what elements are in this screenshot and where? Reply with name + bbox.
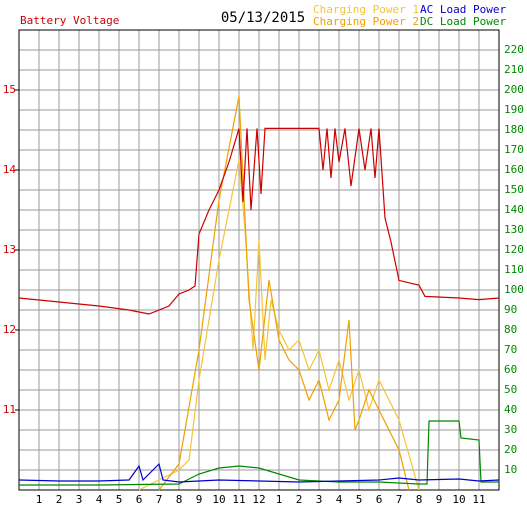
y2-tick-label: 80: [504, 323, 517, 336]
series-line: [18, 127, 500, 315]
y2-tick-label: 70: [504, 343, 517, 356]
x-tick-label: 4: [336, 493, 343, 506]
y2-tick-label: 150: [504, 183, 524, 196]
x-tick-label: 1: [36, 493, 43, 506]
y2-tick-label: 30: [504, 423, 517, 436]
legend-entry: Charging Power 1: [313, 3, 419, 16]
x-tick-label: 8: [416, 493, 423, 506]
x-tick-label: 10: [452, 493, 465, 506]
x-tick-label: 5: [116, 493, 123, 506]
series-line: [138, 159, 420, 491]
y2-tick-label: 90: [504, 303, 517, 316]
x-tick-label: 3: [316, 493, 323, 506]
legend-entry: Charging Power 2: [313, 15, 419, 28]
x-tick-label: 5: [356, 493, 363, 506]
y-tick-label: 12: [3, 323, 16, 336]
x-tick-label: 6: [376, 493, 383, 506]
plot-frame: [18, 29, 500, 491]
y2-tick-label: 100: [504, 283, 524, 296]
y-tick-label: 11: [3, 403, 16, 416]
y2-tick-label: 10: [504, 463, 517, 476]
chart-title: Battery Voltage: [20, 14, 119, 27]
y-tick-label: 15: [3, 83, 16, 96]
x-tick-label: 9: [436, 493, 443, 506]
y2-tick-label: 220: [504, 43, 524, 56]
series-line: [18, 462, 500, 483]
chart-date: 05/13/2015: [221, 10, 305, 26]
series-line: [19, 420, 499, 486]
y2-tick-label: 60: [504, 363, 517, 376]
y2-tick-label: 120: [504, 243, 524, 256]
x-tick-label: 12: [252, 493, 265, 506]
x-tick-label: 6: [136, 493, 143, 506]
x-tick-label: 7: [156, 493, 163, 506]
x-tick-label: 3: [76, 493, 83, 506]
y2-tick-label: 180: [504, 123, 524, 136]
y2-tick-label: 110: [504, 263, 524, 276]
y2-tick-label: 200: [504, 83, 524, 96]
y2-tick-label: 210: [504, 63, 524, 76]
y2-tick-label: 50: [504, 383, 517, 396]
x-tick-label: 1: [276, 493, 283, 506]
y2-tick-label: 130: [504, 223, 524, 236]
y-tick-label: 13: [3, 243, 16, 256]
series-line: [158, 95, 410, 491]
legend-entry: DC Load Power: [420, 15, 506, 28]
y2-tick-label: 20: [504, 443, 517, 456]
y-tick-label: 14: [3, 163, 17, 176]
x-tick-label: 2: [56, 493, 63, 506]
y2-tick-label: 160: [504, 163, 524, 176]
x-tick-label: 2: [296, 493, 303, 506]
x-tick-label: 8: [176, 493, 183, 506]
legend-entry: AC Load Power: [420, 3, 506, 16]
x-tick-label: 10: [212, 493, 225, 506]
x-tick-label: 9: [196, 493, 203, 506]
y2-tick-label: 40: [504, 403, 517, 416]
x-tick-label: 11: [472, 493, 485, 506]
x-tick-label: 11: [232, 493, 245, 506]
y2-tick-label: 190: [504, 103, 524, 116]
y2-tick-label: 140: [504, 203, 524, 216]
x-tick-label: 4: [96, 493, 103, 506]
y2-tick-label: 170: [504, 143, 524, 156]
x-tick-label: 7: [396, 493, 403, 506]
